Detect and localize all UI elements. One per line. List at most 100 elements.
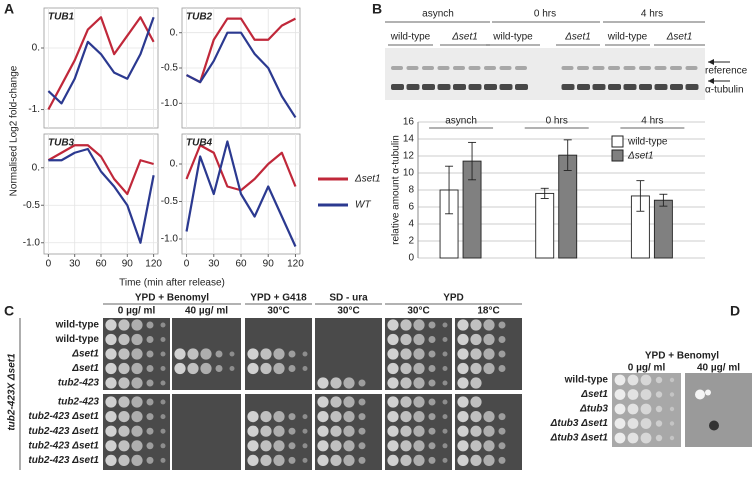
yeast-spot — [627, 418, 639, 429]
y-tick-label: 16 — [403, 117, 415, 128]
y-tick-label: 10 — [403, 168, 415, 179]
plate-image — [685, 373, 752, 447]
yeast-spot — [302, 428, 308, 434]
yeast-spot — [428, 350, 436, 358]
yeast-spot — [160, 322, 166, 328]
yeast-spot — [288, 350, 296, 358]
yeast-spot — [131, 348, 143, 360]
y-tick-label: 0 — [408, 253, 414, 264]
yeast-spot — [160, 443, 166, 449]
yeast-spot — [118, 319, 130, 331]
yeast-spot — [614, 389, 626, 400]
yeast-spot — [428, 413, 436, 421]
blot-band-tubulin — [391, 84, 404, 90]
yeast-spot — [215, 365, 223, 372]
yeast-spot — [428, 321, 436, 329]
yeast-spot — [498, 365, 506, 372]
strain-label: Δtub3 Δset1 — [550, 433, 609, 444]
blot-arrowhead — [708, 59, 714, 65]
yeast-spot — [260, 348, 272, 360]
strain-label: Δtub3 Δset1 — [550, 418, 609, 429]
yeast-spot — [457, 440, 469, 452]
yeast-spot — [160, 337, 166, 342]
yeast-spot — [174, 348, 186, 360]
blot-lane-label: wild-type — [607, 32, 648, 43]
x-axis-label: Time (min after release) — [119, 278, 225, 289]
blot-band-reference — [484, 66, 496, 70]
yeast-spot — [387, 396, 399, 408]
blot-band-reference — [561, 66, 574, 70]
yeast-spot — [669, 392, 675, 397]
column-label: 40 µg/ ml — [185, 306, 228, 317]
yeast-spot — [669, 435, 675, 441]
x-tick-label: 30 — [69, 259, 81, 270]
blot-arrowhead — [708, 78, 714, 84]
blot-band-tubulin — [422, 84, 435, 90]
yeast-spot — [442, 457, 448, 463]
legend-label: Δset1 — [627, 151, 654, 162]
yeast-spot — [146, 456, 154, 464]
yeast-spot — [413, 377, 425, 389]
yeast-spot — [442, 351, 448, 357]
yeast-spot — [457, 333, 469, 346]
yeast-spot — [105, 440, 117, 452]
yeast-spot — [288, 456, 296, 464]
strain-label: tub2-423 Δset1 — [28, 426, 99, 437]
y-tick-label: -1. — [28, 104, 40, 115]
yeast-spot — [247, 454, 259, 466]
subplot-title: TUB1 — [48, 12, 75, 23]
blot-band-reference — [437, 66, 450, 70]
condition-label: YPD + G418 — [250, 293, 307, 304]
strain-label: tub2-423 — [58, 378, 100, 389]
line-series — [186, 17, 296, 84]
yeast-spot — [413, 362, 425, 375]
yeast-spot — [118, 362, 130, 375]
subplot-title: TUB4 — [186, 138, 213, 149]
yeast-spot — [105, 362, 117, 375]
line-series — [185, 140, 297, 247]
yeast-spot — [260, 454, 272, 466]
yeast-spot — [400, 440, 412, 452]
yeast-spot — [247, 362, 259, 375]
blot-band-reference — [608, 66, 620, 70]
yeast-spot — [229, 351, 235, 357]
yeast-spot — [343, 425, 355, 437]
bar — [535, 192, 555, 259]
yeast-spot — [640, 432, 652, 444]
bar — [653, 199, 673, 259]
condition-label: YPD + Benomyl — [645, 351, 719, 362]
yeast-spot — [442, 322, 448, 328]
yeast-spot — [105, 396, 117, 408]
y-tick-label: 0. — [32, 162, 40, 173]
blot-band-reference — [654, 66, 667, 70]
yeast-spot — [413, 440, 425, 452]
yeast-spot — [498, 442, 506, 450]
yeast-spot — [273, 362, 285, 375]
legend-label: wild-type — [627, 137, 668, 148]
yeast-spot — [457, 362, 469, 375]
x-tick-label: 0 — [46, 259, 52, 270]
yeast-spot — [640, 403, 652, 415]
yeast-spot — [146, 321, 154, 329]
yeast-spot — [317, 440, 329, 452]
y-tick-label: 0. — [32, 43, 40, 54]
yeast-spot — [118, 454, 130, 466]
blot-group-label: 0 hrs — [534, 9, 556, 20]
yeast-spot — [146, 350, 154, 358]
strain-label: Δtub3 — [579, 404, 608, 415]
yeast-spot — [400, 348, 412, 360]
yeast-spot — [330, 411, 342, 423]
blot-band-reference — [499, 66, 512, 70]
yeast-spot — [498, 413, 506, 421]
x-tick-label: 0 — [184, 259, 190, 270]
yeast-spot — [317, 454, 329, 466]
yeast-spot — [273, 425, 285, 437]
yeast-spot — [343, 396, 355, 408]
side-label: tub2-423X Δset1 — [7, 353, 18, 431]
yeast-spot — [442, 337, 448, 342]
yeast-spot — [146, 413, 154, 421]
yeast-spot — [387, 319, 399, 331]
yeast-spot — [131, 425, 143, 437]
yeast-spot — [358, 442, 366, 450]
blot-band-tubulin — [437, 84, 451, 90]
